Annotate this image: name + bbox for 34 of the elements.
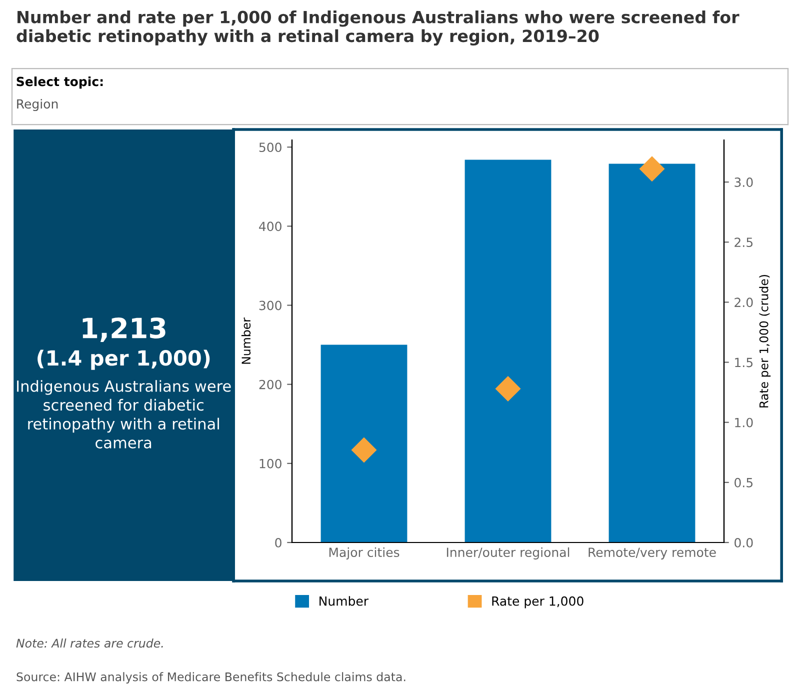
y-tick-label: 500 <box>259 142 282 152</box>
y2-tick-label: 3.0 <box>734 178 753 187</box>
y-axis-title: Number <box>241 318 251 364</box>
bar <box>464 160 552 542</box>
y2-tick-label: 0.0 <box>734 538 753 548</box>
y-tick-label: 100 <box>260 458 282 468</box>
bar <box>608 164 696 542</box>
source-note: Source: AIHW analysis of Medicare Benefits Schedule claims data. <box>16 672 406 684</box>
y2-tick-label: 2.0 <box>734 298 753 308</box>
y-tick-label: 300 <box>259 300 282 310</box>
y-tick-label: 0 <box>275 538 282 548</box>
legend-label: Number <box>320 596 369 606</box>
text: Note: All rates are crude. <box>16 638 163 648</box>
y-tick-label: 200 <box>259 380 282 390</box>
text: (1.4 per 1,000) <box>38 350 210 370</box>
y2-axis-title: Rate per 1,000 (crude) <box>759 275 771 408</box>
legend-label: Rate per 1,000 <box>492 596 584 608</box>
chart-title: Number and rate per 1,000 of Indigenous Australians who were screened for diabetic retinopathy with a retinal camera by region, 2019–20 <box>16 10 740 46</box>
y-tick-label: 400 <box>259 222 282 232</box>
point <box>640 156 664 182</box>
text: 1,213 <box>82 317 166 342</box>
y2-tick-label: 0.5 <box>734 478 753 488</box>
point <box>352 438 376 462</box>
bar <box>320 344 408 542</box>
x-tick-label: Major cities <box>329 547 400 560</box>
text: Indigenous Australians were screened for diabetic retinopathy with a retinal camera <box>17 380 231 448</box>
text: Select topic: <box>16 76 103 89</box>
x-tick-label: Inner/outer regional <box>446 547 570 560</box>
y2-tick-label: 1.0 <box>735 418 753 428</box>
x-tick-label: Remote/very remote <box>588 548 716 560</box>
y2-tick-label: 1.5 <box>735 358 753 368</box>
text: Region <box>17 98 58 112</box>
y2-tick-label: 2.5 <box>734 238 753 248</box>
point <box>496 376 520 402</box>
